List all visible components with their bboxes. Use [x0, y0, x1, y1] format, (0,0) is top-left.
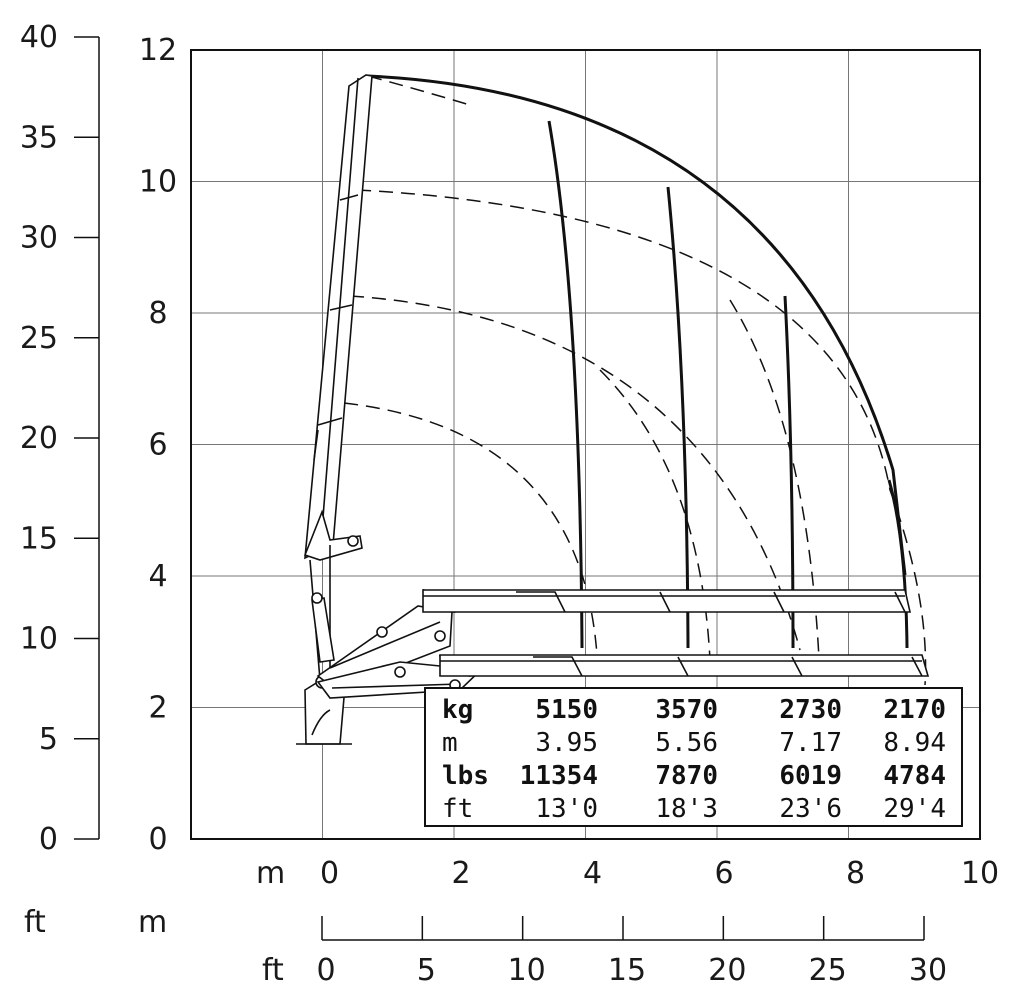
table-cell: 3570 — [655, 695, 718, 725]
table-cell: 29'4 — [883, 794, 946, 824]
m-axis: 0 2 4 6 8 10 12 — [139, 33, 177, 857]
table-cell: 13'0 — [535, 794, 598, 824]
ft-tick-label: 30 — [20, 221, 58, 256]
ft-tick-label: 10 — [20, 622, 58, 657]
bottom-m-tick-label: 10 — [961, 856, 999, 891]
crane-column — [296, 545, 352, 745]
bottom-ft-tick-label: 20 — [708, 953, 746, 988]
table-cell: 8.94 — [883, 728, 946, 758]
bottom-m-tick-label: 0 — [320, 856, 339, 891]
bottom-m-unit: m — [256, 856, 285, 891]
envelope-dash-6 — [599, 369, 711, 661]
m-tick-label: 8 — [148, 296, 167, 331]
envelope-dash-4 — [367, 75, 471, 106]
table-cell: 4784 — [883, 761, 946, 791]
bottom-ft-tick-label: 0 — [316, 953, 335, 988]
table-cell: 2730 — [779, 695, 842, 725]
m-tick-label: 4 — [148, 559, 167, 594]
reach-line-1 — [547, 120, 584, 649]
reach-line-2 — [666, 186, 690, 649]
ft-tick-label: 0 — [39, 822, 58, 857]
table-cell: 3.95 — [535, 728, 598, 758]
table-unit-label: m — [442, 728, 458, 758]
table-cell: 2170 — [883, 695, 946, 725]
bottom-m-axis: 0 2 4 6 8 10 — [320, 856, 999, 891]
horizontal-boom-upper — [422, 589, 912, 613]
ft-tick-label: 5 — [39, 722, 58, 757]
ft-tick-label: 15 — [20, 521, 58, 556]
table-cell: 11354 — [520, 761, 598, 791]
table-cell: 23'6 — [779, 794, 842, 824]
crane-boom-vertical — [303, 74, 373, 561]
bottom-ft-tick-label: 15 — [608, 953, 646, 988]
outer-envelope-curve — [367, 74, 907, 576]
bottom-m-tick-label: 6 — [714, 856, 733, 891]
m-tick-label: 10 — [139, 165, 177, 200]
m-tick-label: 6 — [148, 428, 167, 463]
ft-tick-label: 40 — [20, 20, 58, 55]
table-unit-label: ft — [442, 794, 473, 824]
bottom-ft-tick-label: 30 — [909, 953, 947, 988]
bottom-left-ft-unit: ft — [24, 905, 46, 940]
table-cell: 18'3 — [655, 794, 718, 824]
bottom-ft-unit: ft — [262, 953, 284, 988]
bottom-ft-tick-label: 25 — [809, 953, 847, 988]
bottom-ft-tick-label: 5 — [417, 953, 436, 988]
horizontal-boom-lower — [439, 654, 930, 677]
envelope-dash-1 — [356, 189, 927, 686]
table-cell: 7.17 — [779, 728, 842, 758]
bottom-m-tick-label: 2 — [451, 856, 470, 891]
envelope-dash-2 — [349, 295, 801, 651]
ft-tick-label: 35 — [20, 120, 58, 155]
bottom-ft-axis: 0 5 10 15 20 25 30 — [316, 916, 947, 988]
table-unit-label: kg — [442, 695, 473, 725]
load-table: kg 5150 3570 2730 2170 m 3.95 5.56 7.17 8.94 lbs 11… — [442, 695, 946, 824]
ft-axis: 0 5 10 15 20 25 30 35 40 — [20, 20, 99, 857]
table-cell: 5.56 — [655, 728, 718, 758]
load-table-frame — [424, 687, 963, 827]
plot-frame — [190, 49, 981, 840]
bottom-m-tick-label: 8 — [846, 856, 865, 891]
envelope-dash-3 — [343, 402, 598, 656]
m-tick-label: 12 — [139, 33, 177, 68]
table-cell: 7870 — [655, 761, 718, 791]
bottom-ft-tick-label: 10 — [508, 953, 546, 988]
envelope-dash-5 — [729, 299, 821, 681]
ft-tick-label: 25 — [20, 321, 58, 356]
bottom-m-tick-label: 4 — [583, 856, 602, 891]
m-tick-label: 2 — [148, 691, 167, 726]
m-tick-label: 0 — [148, 822, 167, 857]
table-unit-label: lbs — [442, 761, 489, 791]
table-cell: 6019 — [779, 761, 842, 791]
bottom-left-m-unit: m — [138, 905, 167, 940]
reach-line-4 — [887, 479, 909, 649]
table-cell: 5150 — [535, 695, 598, 725]
ft-tick-label: 20 — [20, 421, 58, 456]
